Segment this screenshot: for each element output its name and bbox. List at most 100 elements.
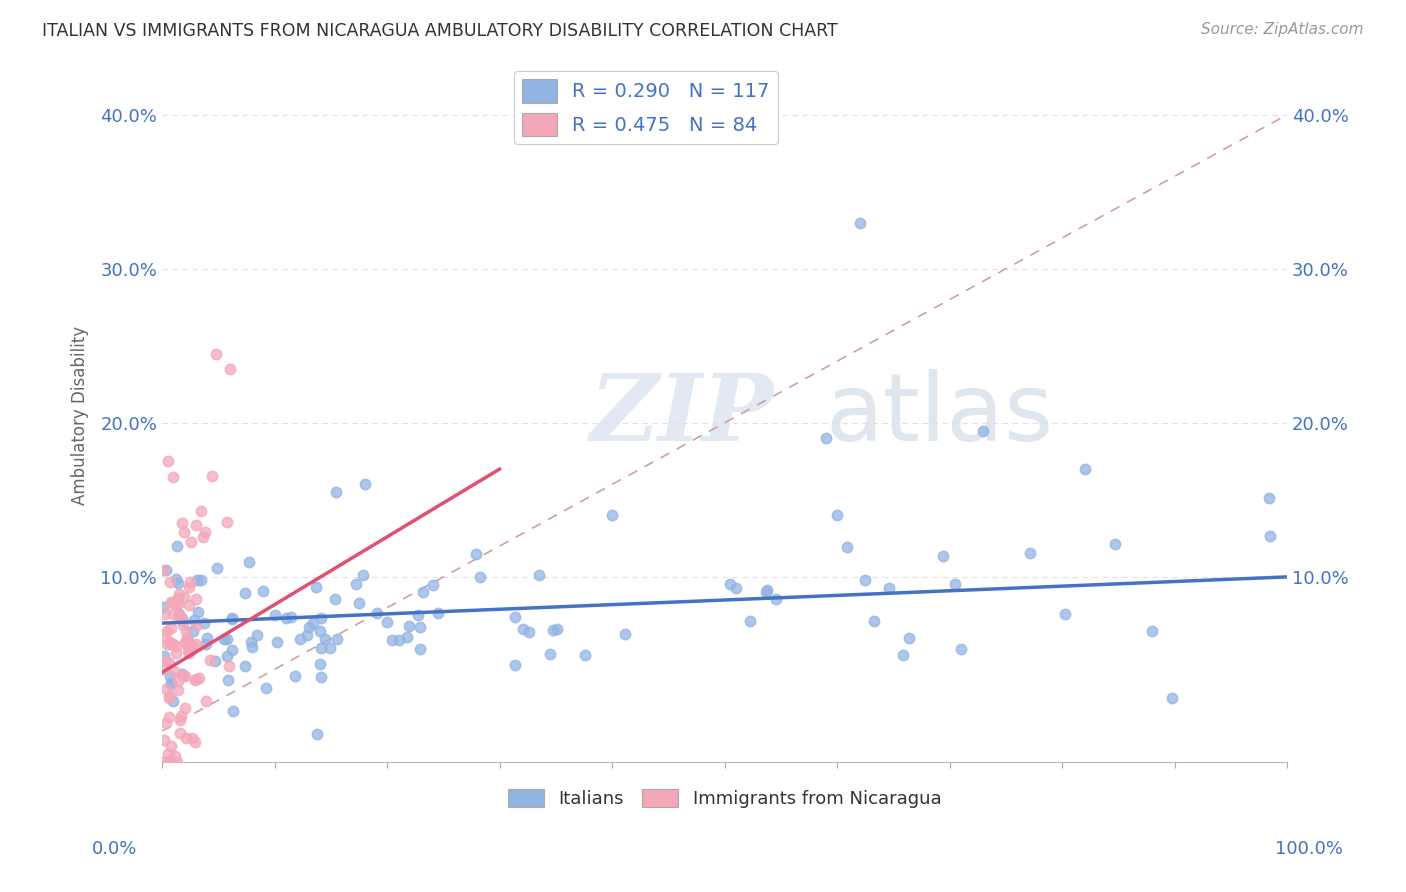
Point	[412, 585, 434, 599]
Point	[755, 584, 778, 599]
Point	[538, 647, 561, 661]
Point	[349, 595, 371, 609]
Point	[173, 590, 195, 604]
Point	[835, 540, 858, 554]
Point	[215, 632, 238, 646]
Point	[173, 524, 195, 539]
Point	[239, 635, 262, 649]
Point	[157, 710, 180, 724]
Point	[162, 607, 184, 621]
Point	[156, 624, 179, 639]
Point	[157, 755, 180, 769]
Point	[183, 613, 205, 627]
Point	[198, 653, 221, 667]
Point	[305, 580, 328, 594]
Point	[159, 621, 181, 635]
Point	[157, 656, 180, 670]
Point	[1140, 624, 1163, 638]
Point	[205, 560, 228, 574]
Point	[600, 508, 623, 523]
Point	[157, 755, 180, 769]
Point	[512, 623, 534, 637]
Point	[574, 648, 596, 663]
Point	[309, 641, 332, 656]
Point	[395, 630, 418, 644]
Point	[314, 632, 336, 646]
Point	[194, 524, 217, 539]
Point	[825, 508, 848, 523]
Point	[266, 634, 288, 648]
Point	[309, 624, 332, 638]
Point	[152, 599, 174, 614]
Point	[276, 610, 298, 624]
Point	[167, 591, 190, 605]
Point	[167, 575, 190, 590]
Point	[155, 655, 177, 669]
Point	[174, 624, 197, 638]
Point	[152, 662, 174, 676]
Point	[950, 642, 973, 657]
Point	[165, 646, 187, 660]
Point	[184, 673, 207, 688]
Point	[159, 676, 181, 690]
Point	[468, 570, 491, 584]
Point	[254, 681, 277, 695]
Point	[172, 617, 194, 632]
Point	[222, 704, 245, 718]
Point	[153, 649, 176, 664]
Point	[252, 584, 274, 599]
Point	[160, 739, 183, 754]
Point	[204, 654, 226, 668]
Point	[172, 668, 194, 682]
Point	[848, 216, 870, 230]
Point	[162, 469, 184, 483]
Point	[897, 631, 920, 645]
Point	[288, 632, 311, 647]
Point	[170, 613, 193, 627]
Point	[215, 648, 238, 663]
Point	[517, 625, 540, 640]
Point	[233, 659, 256, 673]
Point	[177, 633, 200, 648]
Point	[765, 592, 787, 607]
Point	[319, 640, 342, 655]
Point	[724, 581, 747, 595]
Point	[166, 755, 188, 769]
Point	[166, 539, 188, 553]
Point	[169, 708, 191, 723]
Point	[167, 682, 190, 697]
Point	[165, 639, 187, 653]
Point	[201, 469, 224, 483]
Point	[167, 607, 190, 621]
Point	[1054, 607, 1077, 622]
Point	[155, 681, 177, 696]
Point	[166, 598, 188, 612]
Point	[160, 595, 183, 609]
Point	[221, 642, 243, 657]
Point	[1019, 545, 1042, 559]
Point	[193, 616, 215, 631]
Point	[169, 726, 191, 740]
Point	[186, 637, 208, 651]
Point	[613, 627, 636, 641]
Point	[157, 691, 180, 706]
Point	[298, 619, 321, 633]
Point	[184, 672, 207, 686]
Point	[180, 534, 202, 549]
Point	[305, 726, 328, 740]
Point	[152, 628, 174, 642]
Point	[409, 642, 432, 657]
Point	[159, 635, 181, 649]
Point	[943, 577, 966, 591]
Point	[308, 657, 330, 672]
Point	[176, 631, 198, 645]
Point	[344, 577, 367, 591]
Point	[155, 637, 177, 651]
Text: atlas: atlas	[825, 369, 1054, 461]
Point	[284, 669, 307, 683]
Point	[167, 609, 190, 624]
Point	[529, 567, 551, 582]
Point	[166, 673, 188, 688]
Point	[879, 581, 901, 595]
Point	[155, 563, 177, 577]
